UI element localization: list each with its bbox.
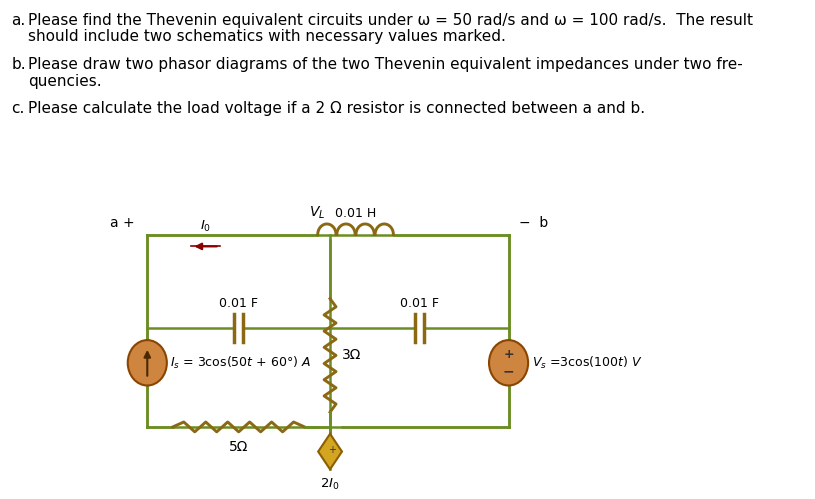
Text: $I_s$ = 3cos(50$t$ + 60°) $A$: $I_s$ = 3cos(50$t$ + 60°) $A$ <box>170 355 311 371</box>
Text: $V_L$: $V_L$ <box>309 205 325 221</box>
Text: 0.01 F: 0.01 F <box>218 296 258 309</box>
Circle shape <box>489 340 528 386</box>
Text: $2I_0$: $2I_0$ <box>320 477 340 493</box>
Text: 0.01 F: 0.01 F <box>400 296 438 309</box>
Polygon shape <box>318 434 342 470</box>
Text: 5Ω: 5Ω <box>229 440 249 454</box>
Text: Please draw two phasor diagrams of the two Thevenin equivalent impedances under : Please draw two phasor diagrams of the t… <box>29 57 743 72</box>
Text: −  b: − b <box>519 216 548 230</box>
Circle shape <box>128 340 167 386</box>
Text: $I_0$: $I_0$ <box>200 219 211 234</box>
Text: 3Ω: 3Ω <box>342 348 361 362</box>
Text: Please find the Thevenin equivalent circuits under ω = 50 rad/s and ω = 100 rad/: Please find the Thevenin equivalent circ… <box>29 12 753 27</box>
Text: a.: a. <box>11 12 25 27</box>
Text: c.: c. <box>11 101 24 116</box>
Text: −: − <box>503 365 514 379</box>
Text: a +: a + <box>110 216 134 230</box>
Text: quencies.: quencies. <box>29 74 102 89</box>
Text: Please calculate the load voltage if a 2 Ω resistor is connected between a and b: Please calculate the load voltage if a 2… <box>29 101 645 116</box>
Text: should include two schematics with necessary values marked.: should include two schematics with neces… <box>29 29 506 44</box>
Text: $V_s$ =3cos(100$t$) $V$: $V_s$ =3cos(100$t$) $V$ <box>532 355 643 371</box>
Text: 0.01 H: 0.01 H <box>335 207 377 220</box>
Text: b.: b. <box>11 57 26 72</box>
Text: +: + <box>328 445 336 455</box>
Text: +: + <box>504 348 514 361</box>
